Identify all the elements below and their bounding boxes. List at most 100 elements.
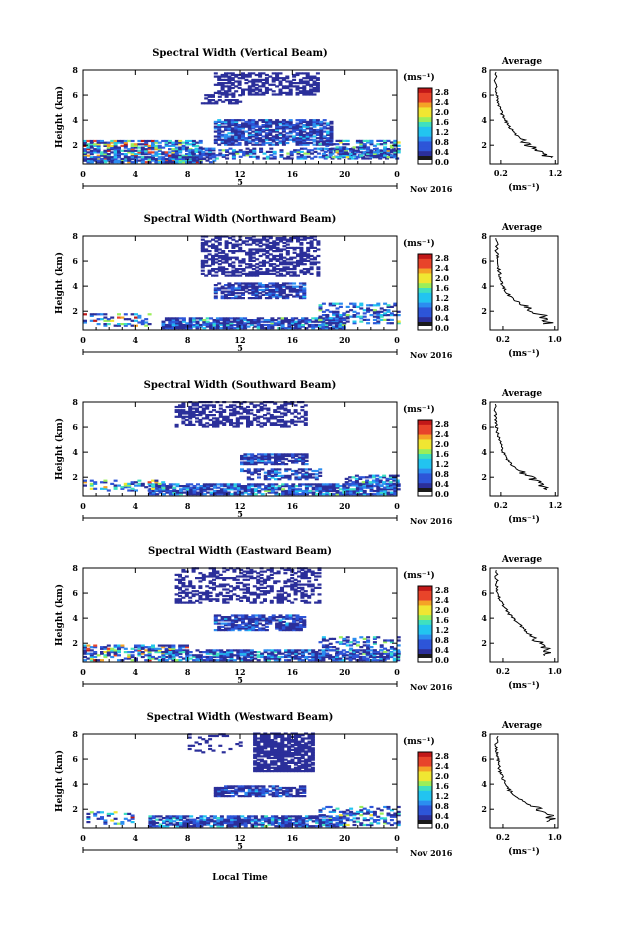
heatmap-cell <box>280 456 285 459</box>
heatmap-cell <box>302 288 307 292</box>
heatmap-cell <box>305 132 310 135</box>
heatmap-cell <box>247 120 252 123</box>
heatmap-cell <box>251 93 256 96</box>
heatmap-cell <box>181 644 186 647</box>
heatmap-cell <box>344 150 349 153</box>
heatmap-cell <box>217 132 222 135</box>
heatmap-cell <box>305 80 310 83</box>
heatmap-cell <box>224 290 228 293</box>
heatmap-cell <box>113 144 118 147</box>
heatmap-cell <box>321 314 326 317</box>
heatmap-cell <box>147 652 152 655</box>
heatmap-cell <box>207 264 212 267</box>
heatmap-cell <box>302 140 307 143</box>
heatmap-cell <box>174 598 179 601</box>
heatmap-cell <box>272 155 277 158</box>
heatmap-cell <box>281 491 286 494</box>
heatmap-cell <box>239 659 244 662</box>
heatmap-cell <box>137 479 142 482</box>
heatmap-cell <box>313 256 317 259</box>
heatmap-cell <box>264 617 269 620</box>
heatmap-cell <box>253 657 258 660</box>
heatmap-cell <box>178 586 182 589</box>
heatmap-cell <box>198 577 203 580</box>
heatmap-cell <box>195 404 199 407</box>
heatmap-cell <box>298 138 303 141</box>
heatmap-cell <box>217 241 222 245</box>
heatmap-cell <box>289 152 294 155</box>
heatmap-cell <box>140 321 145 324</box>
heatmap-cell <box>235 410 240 413</box>
heatmap-cell <box>254 622 259 625</box>
heatmap-cell <box>378 484 383 487</box>
heatmap-cell <box>233 493 238 496</box>
heatmap-cell <box>227 120 232 123</box>
heatmap-cell <box>230 132 235 135</box>
heatmap-cell <box>89 314 94 317</box>
heatmap-cell <box>201 409 206 412</box>
heatmap-cell <box>315 119 320 122</box>
heatmap-cell <box>232 568 237 572</box>
heatmap-cell <box>264 141 269 145</box>
heatmap-cell <box>270 453 275 456</box>
heatmap-cell <box>154 146 159 149</box>
heatmap-cell <box>231 245 236 248</box>
heatmap-cell <box>251 78 256 81</box>
heatmap-cell <box>325 491 330 494</box>
heatmap-cell <box>249 601 254 604</box>
heatmap-cell <box>192 493 197 496</box>
heatmap-cell <box>192 485 197 488</box>
heatmap-cell <box>304 493 309 496</box>
heatmap-cell <box>222 652 227 655</box>
heatmap-cell <box>213 292 218 295</box>
heatmap-cell <box>201 423 206 426</box>
heatmap-cell <box>237 141 242 145</box>
heatmap-cell <box>278 629 283 632</box>
heatmap-cell <box>144 144 149 147</box>
heatmap-cell <box>231 246 236 249</box>
heatmap-cell <box>304 655 309 659</box>
heatmap-cell <box>272 250 277 253</box>
heatmap-cell <box>298 488 303 491</box>
heatmap-cell <box>329 130 334 133</box>
heatmap-cell <box>265 269 270 272</box>
heatmap-cell <box>236 486 241 489</box>
heatmap-cell <box>123 651 128 654</box>
heatmap-cell <box>293 591 298 594</box>
heatmap-cell <box>229 323 234 327</box>
heatmap-cell <box>301 468 306 471</box>
heatmap-cell <box>314 572 319 575</box>
heatmap-cell <box>264 82 269 85</box>
heatmap-cell <box>278 91 283 94</box>
heatmap-cell <box>386 314 391 317</box>
heatmap-cell <box>195 317 200 320</box>
heatmap-cell <box>227 140 232 143</box>
heatmap-cell <box>168 161 172 164</box>
heatmap-cell <box>234 102 239 105</box>
heatmap-cell <box>267 473 272 476</box>
heatmap-cell <box>251 282 256 285</box>
heatmap-cell <box>123 149 128 152</box>
heatmap-cell <box>259 407 264 410</box>
heatmap-cell <box>271 290 276 293</box>
heatmap-cell <box>256 581 261 585</box>
heatmap-cell <box>235 412 240 415</box>
heatmap-cell <box>117 646 121 649</box>
heatmap-cell <box>241 620 245 624</box>
heatmap-cell <box>283 581 288 585</box>
heatmap-cell <box>83 149 87 152</box>
heatmap-cell <box>291 454 295 458</box>
heatmap-cell <box>178 157 183 161</box>
heatmap-cell <box>234 620 239 624</box>
heatmap-cell <box>147 161 152 164</box>
heatmap-cell <box>308 473 312 476</box>
heatmap-cell <box>174 573 179 576</box>
heatmap-cell <box>341 323 346 327</box>
heatmap-cell <box>251 140 256 143</box>
heatmap-cell <box>237 617 242 620</box>
heatmap-cell <box>242 585 247 588</box>
heatmap-cell <box>257 461 261 464</box>
heatmap-cell <box>292 82 297 85</box>
heatmap-cell <box>181 404 186 407</box>
heatmap-cell <box>237 135 242 138</box>
